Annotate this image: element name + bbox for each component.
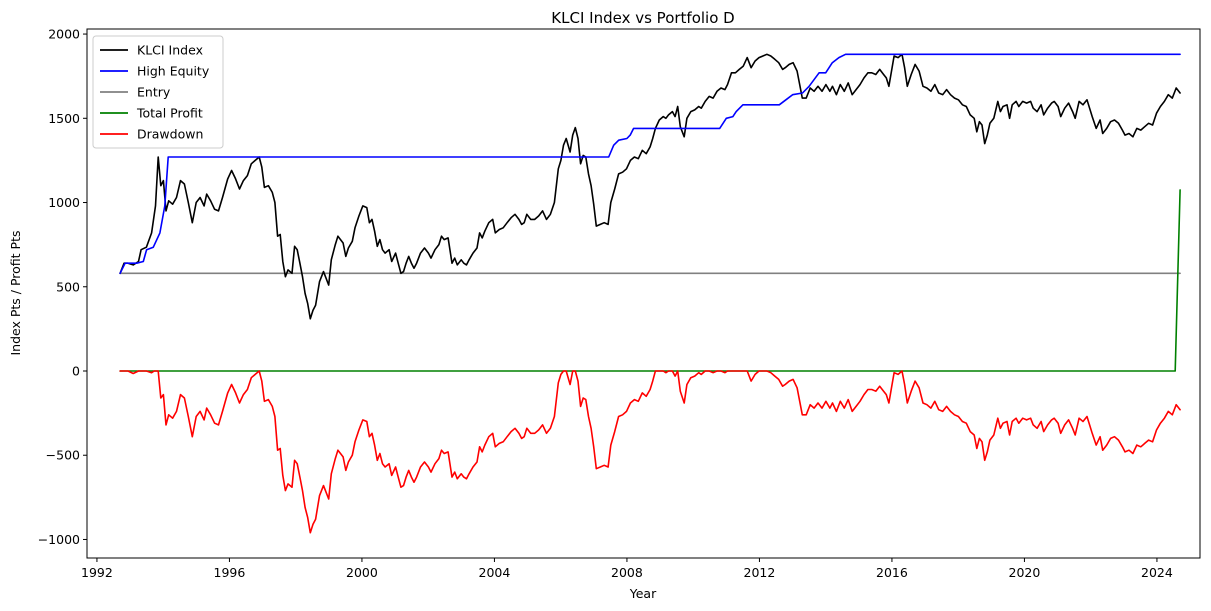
plot-frame [86, 28, 1201, 559]
x-tick-label: 2016 [876, 565, 908, 580]
x-tick-label: 2008 [611, 565, 643, 580]
y-tick-label: 500 [56, 279, 80, 294]
legend-label: High Equity [137, 64, 210, 79]
series-line-drawdown [119, 370, 1181, 534]
x-tick-label: 2020 [1009, 565, 1041, 580]
x-tick-label: 2012 [744, 565, 776, 580]
legend-label: KLCI Index [137, 43, 203, 58]
series-line-high-equity [119, 53, 1181, 275]
legend-label: Total Profit [136, 106, 203, 121]
x-tick-label: 1996 [214, 565, 246, 580]
y-axis: −1000 −500 0 500 1000 1500 2000 [38, 27, 87, 547]
legend-box [92, 35, 224, 149]
x-tick-label: 1992 [81, 565, 113, 580]
series-line-total-profit [119, 189, 1181, 372]
y-tick-label: 0 [72, 363, 80, 378]
legend-label: Drawdown [137, 127, 203, 142]
y-tick-label: 2000 [48, 27, 80, 42]
y-axis-title: Index Pts / Profit Pts [8, 230, 23, 355]
plot-area [119, 53, 1181, 534]
legend: KLCI Index High Equity Entry Total Profit Dr… [92, 35, 224, 149]
x-axis-title: Year [629, 586, 657, 601]
x-tick-label: 2024 [1141, 565, 1173, 580]
x-axis: 1992 1996 2000 2004 2008 2012 2016 2020 2024 [81, 558, 1173, 580]
y-tick-label: −500 [46, 448, 80, 463]
chart-title: KLCI Index vs Portfolio D [551, 9, 734, 27]
x-tick-label: 2004 [479, 565, 511, 580]
y-tick-label: 1500 [48, 111, 80, 126]
y-tick-label: −1000 [38, 532, 80, 547]
x-tick-label: 2000 [346, 565, 378, 580]
legend-label: Entry [137, 85, 171, 100]
y-tick-label: 1000 [48, 195, 80, 210]
series-line-klci-index [119, 53, 1181, 320]
